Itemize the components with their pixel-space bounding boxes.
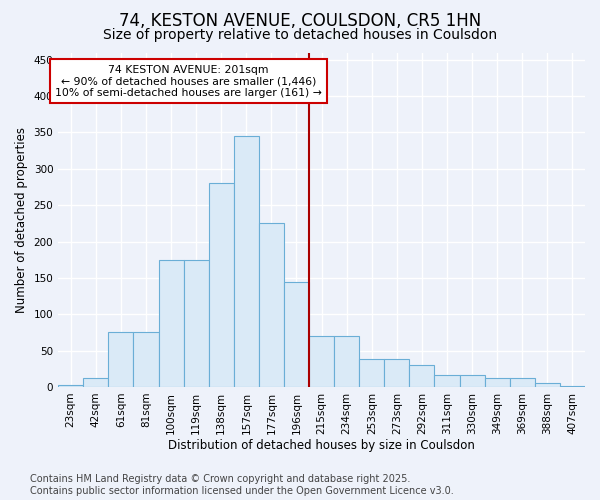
Bar bbox=[83, 378, 109, 387]
Bar bbox=[309, 336, 334, 387]
Bar bbox=[535, 382, 560, 387]
Bar bbox=[133, 332, 158, 387]
Bar bbox=[184, 260, 209, 387]
Bar bbox=[560, 386, 585, 387]
Y-axis label: Number of detached properties: Number of detached properties bbox=[15, 126, 28, 312]
Text: 74, KESTON AVENUE, COULSDON, CR5 1HN: 74, KESTON AVENUE, COULSDON, CR5 1HN bbox=[119, 12, 481, 30]
Bar bbox=[485, 378, 510, 387]
Bar bbox=[259, 224, 284, 387]
Bar bbox=[385, 360, 409, 387]
Text: Size of property relative to detached houses in Coulsdon: Size of property relative to detached ho… bbox=[103, 28, 497, 42]
Bar bbox=[460, 376, 485, 387]
Bar bbox=[434, 376, 460, 387]
Text: 74 KESTON AVENUE: 201sqm
← 90% of detached houses are smaller (1,446)
10% of sem: 74 KESTON AVENUE: 201sqm ← 90% of detach… bbox=[55, 65, 322, 98]
Bar bbox=[109, 332, 133, 387]
X-axis label: Distribution of detached houses by size in Coulsdon: Distribution of detached houses by size … bbox=[168, 440, 475, 452]
Bar bbox=[209, 184, 234, 387]
Bar bbox=[284, 282, 309, 387]
Text: Contains HM Land Registry data © Crown copyright and database right 2025.
Contai: Contains HM Land Registry data © Crown c… bbox=[30, 474, 454, 496]
Bar bbox=[409, 365, 434, 387]
Bar bbox=[510, 378, 535, 387]
Bar bbox=[359, 360, 385, 387]
Bar bbox=[58, 385, 83, 387]
Bar bbox=[234, 136, 259, 387]
Bar bbox=[158, 260, 184, 387]
Bar bbox=[334, 336, 359, 387]
